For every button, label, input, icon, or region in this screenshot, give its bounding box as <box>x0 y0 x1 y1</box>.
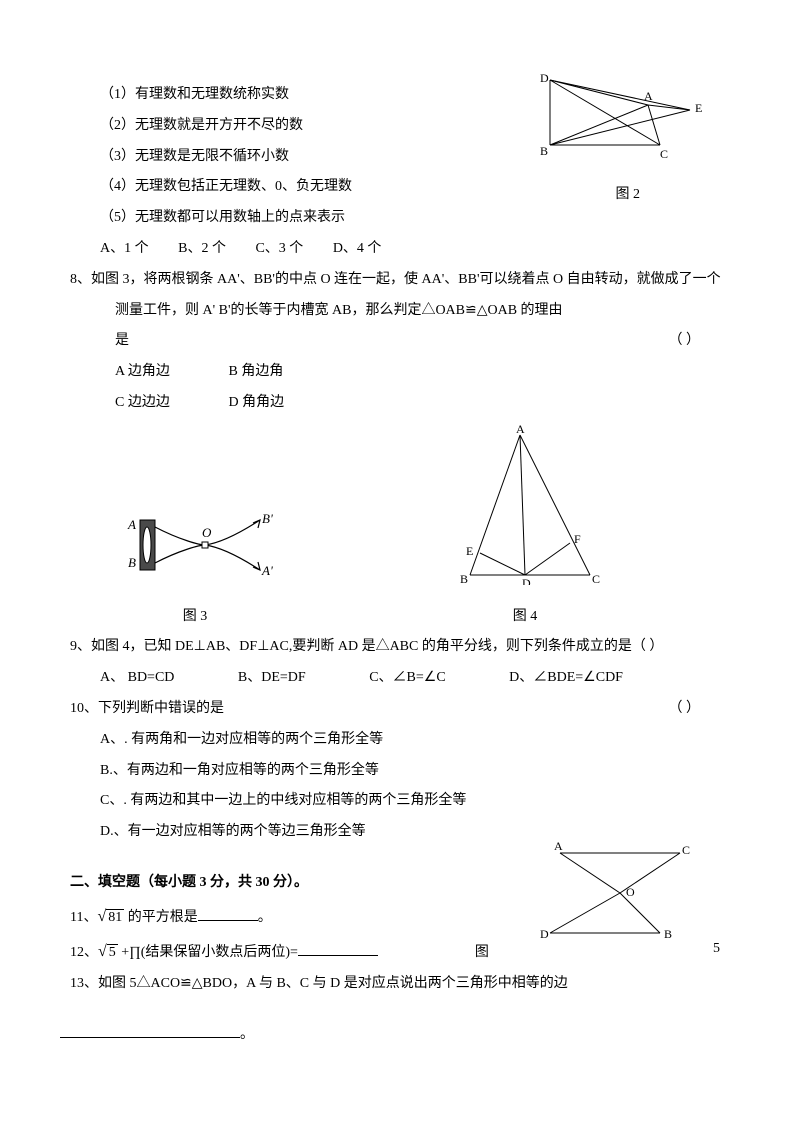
q7-block: D A E B C 图 2 （1）有理数和无理数统称实数 （2）无理数就是开方开… <box>60 80 740 265</box>
fig5-label-o: O <box>626 885 635 899</box>
fig3-label-bp: B' <box>262 511 273 526</box>
figure-5-svg: A C O D B <box>530 838 710 948</box>
fig4-label-c: C <box>592 572 600 585</box>
fig4-label-b: B <box>460 572 468 585</box>
figure-4-caption: 图 4 <box>440 602 610 633</box>
fig5-label-b: B <box>664 927 672 941</box>
fig3-label-a: A <box>127 517 136 532</box>
q8-opts-row2: C 边边边 D 角角边 <box>60 388 740 419</box>
q8-opt-a: A 边角边 <box>115 357 225 388</box>
q8-block: 8、如图 3，将两根钢条 AA'、BB'的中点 O 连在一起，使 AA'、BB'… <box>60 265 740 633</box>
q13-blank[interactable] <box>60 1023 240 1038</box>
q9-text: 9、如图 4，已知 DE⊥AB、DF⊥AC,要判断 AD 是△ABC 的角平分线… <box>60 632 740 663</box>
figure-2-svg: D A E B C <box>530 70 710 165</box>
q9-options: A、 BD=CD B、DE=DF C、∠B=∠C D、∠BDE=∠CDF <box>60 663 740 694</box>
section2-block: A C O D B 二、填空题（每小题 3 分，共 30 分）。 11、√81 … <box>60 868 740 1000</box>
q7-opt-b: B、2 个 <box>178 241 226 256</box>
figure-2: D A E B C <box>530 70 710 178</box>
q8-opt-b: B 角边角 <box>229 364 284 379</box>
figures-3-4-row: A B O B' A' 图 3 A E F <box>60 425 740 633</box>
q8-line3: 是 （ ） <box>60 326 740 357</box>
q12-mid: +∏(结果保留小数点后两位)= <box>118 945 298 960</box>
fig4-label-a: A <box>516 425 525 436</box>
q11-suffix2: 。 <box>258 910 272 925</box>
q7-options: A、1 个 B、2 个 C、3 个 D、4 个 <box>60 234 740 265</box>
q8-opt-c: C 边边边 <box>115 388 225 419</box>
fig2-label-a: A <box>644 89 653 103</box>
q9-opt-d: D、∠BDE=∠CDF <box>509 670 623 685</box>
q11-suffix1: 的平方根是 <box>124 910 198 925</box>
fig2-label-c: C <box>660 147 668 161</box>
q13-period: 。 <box>240 1027 254 1042</box>
fig4-label-d: D <box>522 576 531 585</box>
q8-paren: （ ） <box>669 326 701 357</box>
q7-opt-c: C、3 个 <box>255 241 303 256</box>
q8-opts-row1: A 边角边 B 角边角 <box>60 357 740 388</box>
q13-answer-line: 。 <box>60 1020 740 1051</box>
q12-blank[interactable] <box>298 941 378 956</box>
fig5-label-d: D <box>540 927 549 941</box>
fig4-label-e: E <box>466 544 473 558</box>
figure-4-svg: A E F B D C <box>440 425 610 585</box>
q10-paren: （ ） <box>669 694 701 725</box>
q11-blank[interactable] <box>198 906 258 921</box>
q8-line1: 8、如图 3，将两根钢条 AA'、BB'的中点 O 连在一起，使 AA'、BB'… <box>60 265 740 296</box>
figure-4: A E F B D C 图 4 <box>440 425 610 633</box>
figure-3-svg: A B O B' A' <box>110 505 280 585</box>
fig4-label-f: F <box>574 532 581 546</box>
q7-opt-d: D、4 个 <box>333 241 382 256</box>
fig2-label-b: B <box>540 144 548 158</box>
radical-icon: √ <box>98 943 107 960</box>
q7-opt-a: A、1 个 <box>100 241 149 256</box>
q10-opt-c: C、. 有两边和其中一边上的中线对应相等的两个三角形全等 <box>60 786 740 817</box>
figure-3-caption: 图 3 <box>110 602 280 633</box>
fig3-label-b: B <box>128 555 136 570</box>
q9-opt-b: B、DE=DF <box>238 670 306 685</box>
q8-line2: 测量工件，则 A' B'的长等于内槽宽 AB，那么判定△OAB≌△OAB 的理由 <box>60 296 740 327</box>
q13-text: 13、如图 5△ACO≌△BDO，A 与 B、C 与 D 是对应点说出两个三角形… <box>60 969 740 1000</box>
figure-2-caption: 图 2 <box>616 180 641 211</box>
q10-text-span: 10、下列判断中错误的是 <box>70 701 224 716</box>
q12-prefix: 12、 <box>70 945 98 960</box>
q11-prefix: 11、 <box>70 910 97 925</box>
q8-line3-text: 是 <box>115 333 129 348</box>
radical-icon: √ <box>97 908 106 925</box>
q12-radicand: 5 <box>107 944 118 960</box>
figure-3: A B O B' A' 图 3 <box>110 505 280 633</box>
fig5-label-a: A <box>554 839 563 853</box>
q12-figword: 图 <box>475 945 489 960</box>
q8-opt-d: D 角角边 <box>229 395 285 410</box>
fig2-label-d: D <box>540 71 549 85</box>
fig5-label-c: C <box>682 843 690 857</box>
fig3-label-o: O <box>202 525 212 540</box>
q12-fignum: 5 <box>713 934 720 965</box>
q9-opt-c: C、∠B=∠C <box>369 670 445 685</box>
fig2-label-e: E <box>695 101 702 115</box>
q10-opt-b: B.、有两边和一角对应相等的两个三角形全等 <box>60 756 740 787</box>
q10-text: 10、下列判断中错误的是 （ ） <box>60 694 740 725</box>
q11-radicand: 81 <box>106 909 124 925</box>
fig3-label-ap: A' <box>261 563 273 578</box>
figure-5: A C O D B <box>530 838 710 961</box>
q9-opt-a: A、 BD=CD <box>100 670 174 685</box>
q10-opt-a: A、. 有两角和一边对应相等的两个三角形全等 <box>60 725 740 756</box>
